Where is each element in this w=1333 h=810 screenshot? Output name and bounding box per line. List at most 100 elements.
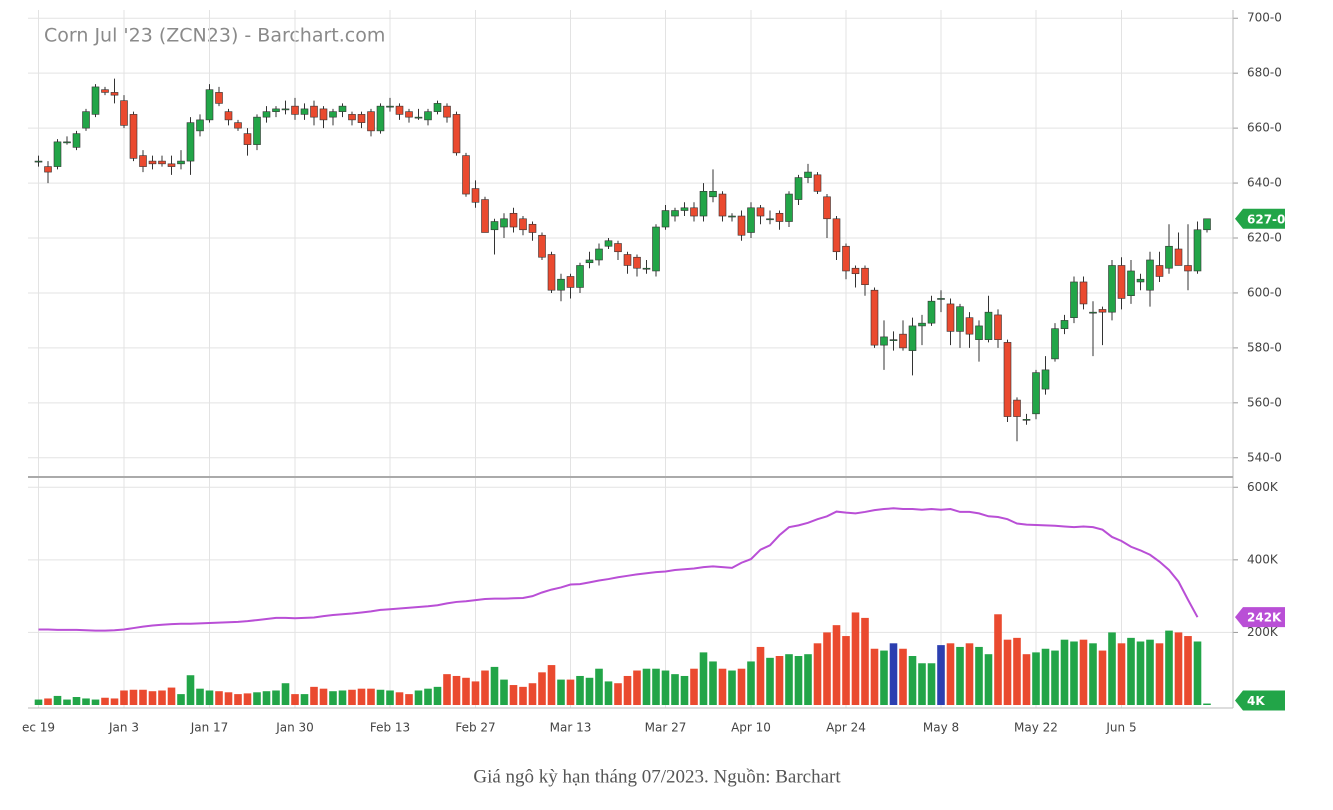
candle-body: [775, 212, 784, 222]
volume-bar: [291, 694, 299, 705]
candle-body: [718, 193, 727, 217]
candle-body: [490, 221, 499, 231]
candle-body: [1060, 320, 1069, 329]
candle-body: [709, 191, 717, 198]
volume-bar: [395, 692, 404, 705]
candle-body: [1032, 372, 1040, 415]
price-badge: 627-0: [1235, 208, 1285, 229]
candle-body: [652, 226, 660, 272]
volume-bar: [813, 643, 822, 705]
volume-bar: [300, 694, 309, 705]
candle-body: [861, 267, 869, 286]
candle-body: [452, 114, 461, 154]
volume-bar: [34, 699, 43, 705]
candle-body: [1203, 218, 1211, 231]
candle-body: [281, 108, 290, 111]
candle-body: [595, 248, 603, 261]
candle-body: [604, 240, 613, 247]
volume-bar: [367, 688, 375, 705]
volume-bar: [1146, 639, 1154, 705]
candle-body: [1079, 281, 1088, 305]
volume-bar: [186, 675, 195, 705]
candle-body: [224, 111, 233, 121]
x-tick-label: Jan 30: [275, 721, 314, 735]
volume-bar: [595, 668, 603, 705]
x-tick-label: Apr 10: [731, 721, 771, 735]
volume-bar: [167, 687, 176, 705]
candle-body: [899, 333, 907, 349]
candle-body: [1184, 265, 1192, 272]
volume-bar: [357, 688, 366, 705]
volume-bar: [671, 674, 679, 705]
candle-body: [737, 215, 746, 236]
candle-body: [823, 196, 831, 220]
volume-bar: [519, 686, 527, 705]
volume-badge: 4K: [1235, 690, 1285, 711]
candle-body: [272, 108, 280, 112]
candle-body: [310, 105, 318, 118]
candle-body: [367, 111, 375, 132]
volume-bar: [1041, 648, 1050, 705]
volume-bar: [652, 668, 660, 705]
volume-bar: [984, 654, 993, 705]
candle-body: [234, 122, 242, 129]
volume-bar: [870, 648, 879, 705]
badge-label: 627-0: [1247, 212, 1285, 226]
x-tick-label: May 22: [1014, 721, 1058, 735]
volume-bar: [196, 688, 204, 705]
candle-body: [53, 141, 62, 167]
candle-body: [63, 141, 71, 144]
volume-bar: [129, 689, 138, 705]
volume-bar: [310, 686, 318, 705]
candle-body: [813, 174, 822, 192]
volume-bar: [376, 689, 385, 705]
candle-body: [908, 325, 917, 351]
candle-body: [623, 254, 632, 266]
candle-body: [880, 336, 888, 346]
volume-bar: [1022, 654, 1031, 705]
candle-body: [927, 300, 936, 324]
volume-bar: [1079, 639, 1088, 705]
volume-bar: [623, 675, 632, 705]
candle-body: [481, 199, 489, 233]
volume-bar: [509, 685, 518, 705]
x-tick-label: May 8: [923, 721, 959, 735]
candle-body: [870, 289, 879, 346]
volume-bar: [63, 699, 71, 705]
candle-body: [395, 105, 404, 115]
x-tick-label: Jun 5: [1105, 721, 1136, 735]
x-tick-label: Mar 27: [645, 721, 687, 735]
candle-body: [471, 188, 480, 203]
candle-body: [101, 89, 109, 93]
candle-body: [186, 122, 195, 162]
y-tick-label: 680-0: [1247, 66, 1282, 80]
volume-bar: [1174, 632, 1183, 705]
candle-body: [243, 133, 252, 145]
candle-body: [1013, 399, 1021, 417]
candle-body: [842, 245, 850, 272]
volume-bar: [72, 697, 81, 705]
volume-bar: [139, 689, 147, 705]
volume-bar: [709, 661, 717, 705]
volume-bar: [110, 698, 119, 705]
volume-bar: [756, 646, 765, 705]
volume-bar: [908, 656, 917, 705]
volume-bar: [614, 683, 622, 705]
candle-body: [661, 210, 670, 228]
volume-bar: [975, 646, 983, 705]
volume-bar: [804, 654, 812, 705]
open-interest-line: [38, 507, 1199, 632]
volume-bar: [899, 648, 907, 705]
chart-title: Corn Jul '23 (ZCN23) - Barchart.com: [44, 25, 385, 47]
candle-body: [357, 114, 366, 123]
volume-bar: [747, 661, 755, 705]
candle-body: [500, 218, 508, 228]
volume-bar: [1089, 643, 1097, 705]
candle-body: [937, 298, 945, 300]
volume-bar: [1013, 637, 1021, 705]
volume-bar: [937, 645, 945, 705]
y2-tick-label: 200K: [1247, 625, 1279, 639]
candle-body: [1117, 265, 1126, 299]
volume-bar: [1060, 639, 1069, 705]
candle-body: [120, 100, 128, 126]
